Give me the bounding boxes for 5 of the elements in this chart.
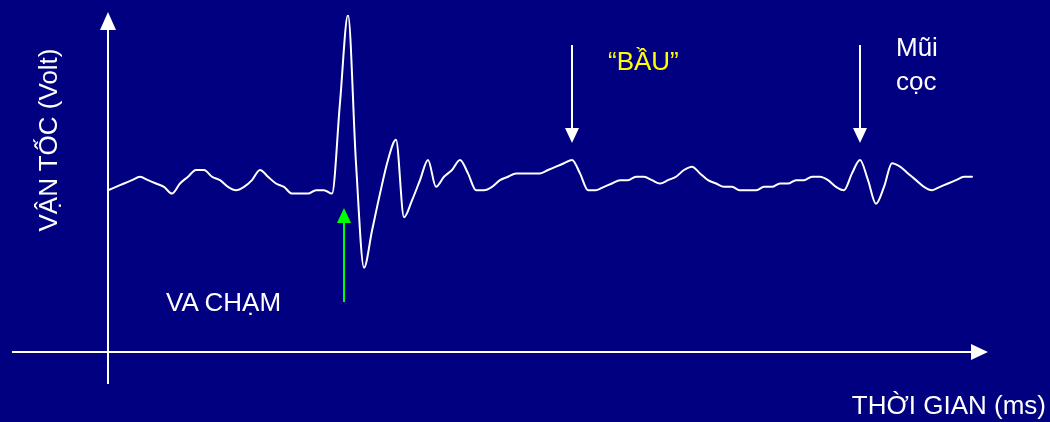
annotation: “BẦU” [608,45,679,78]
y-axis-title: VẬN TỐC (Volt) [32,48,64,232]
annotation: Mũi cọc [896,31,939,98]
x-axis-title: THỜI GIAN (ms) [851,389,1046,422]
annotation: VA CHẠM [166,286,282,319]
